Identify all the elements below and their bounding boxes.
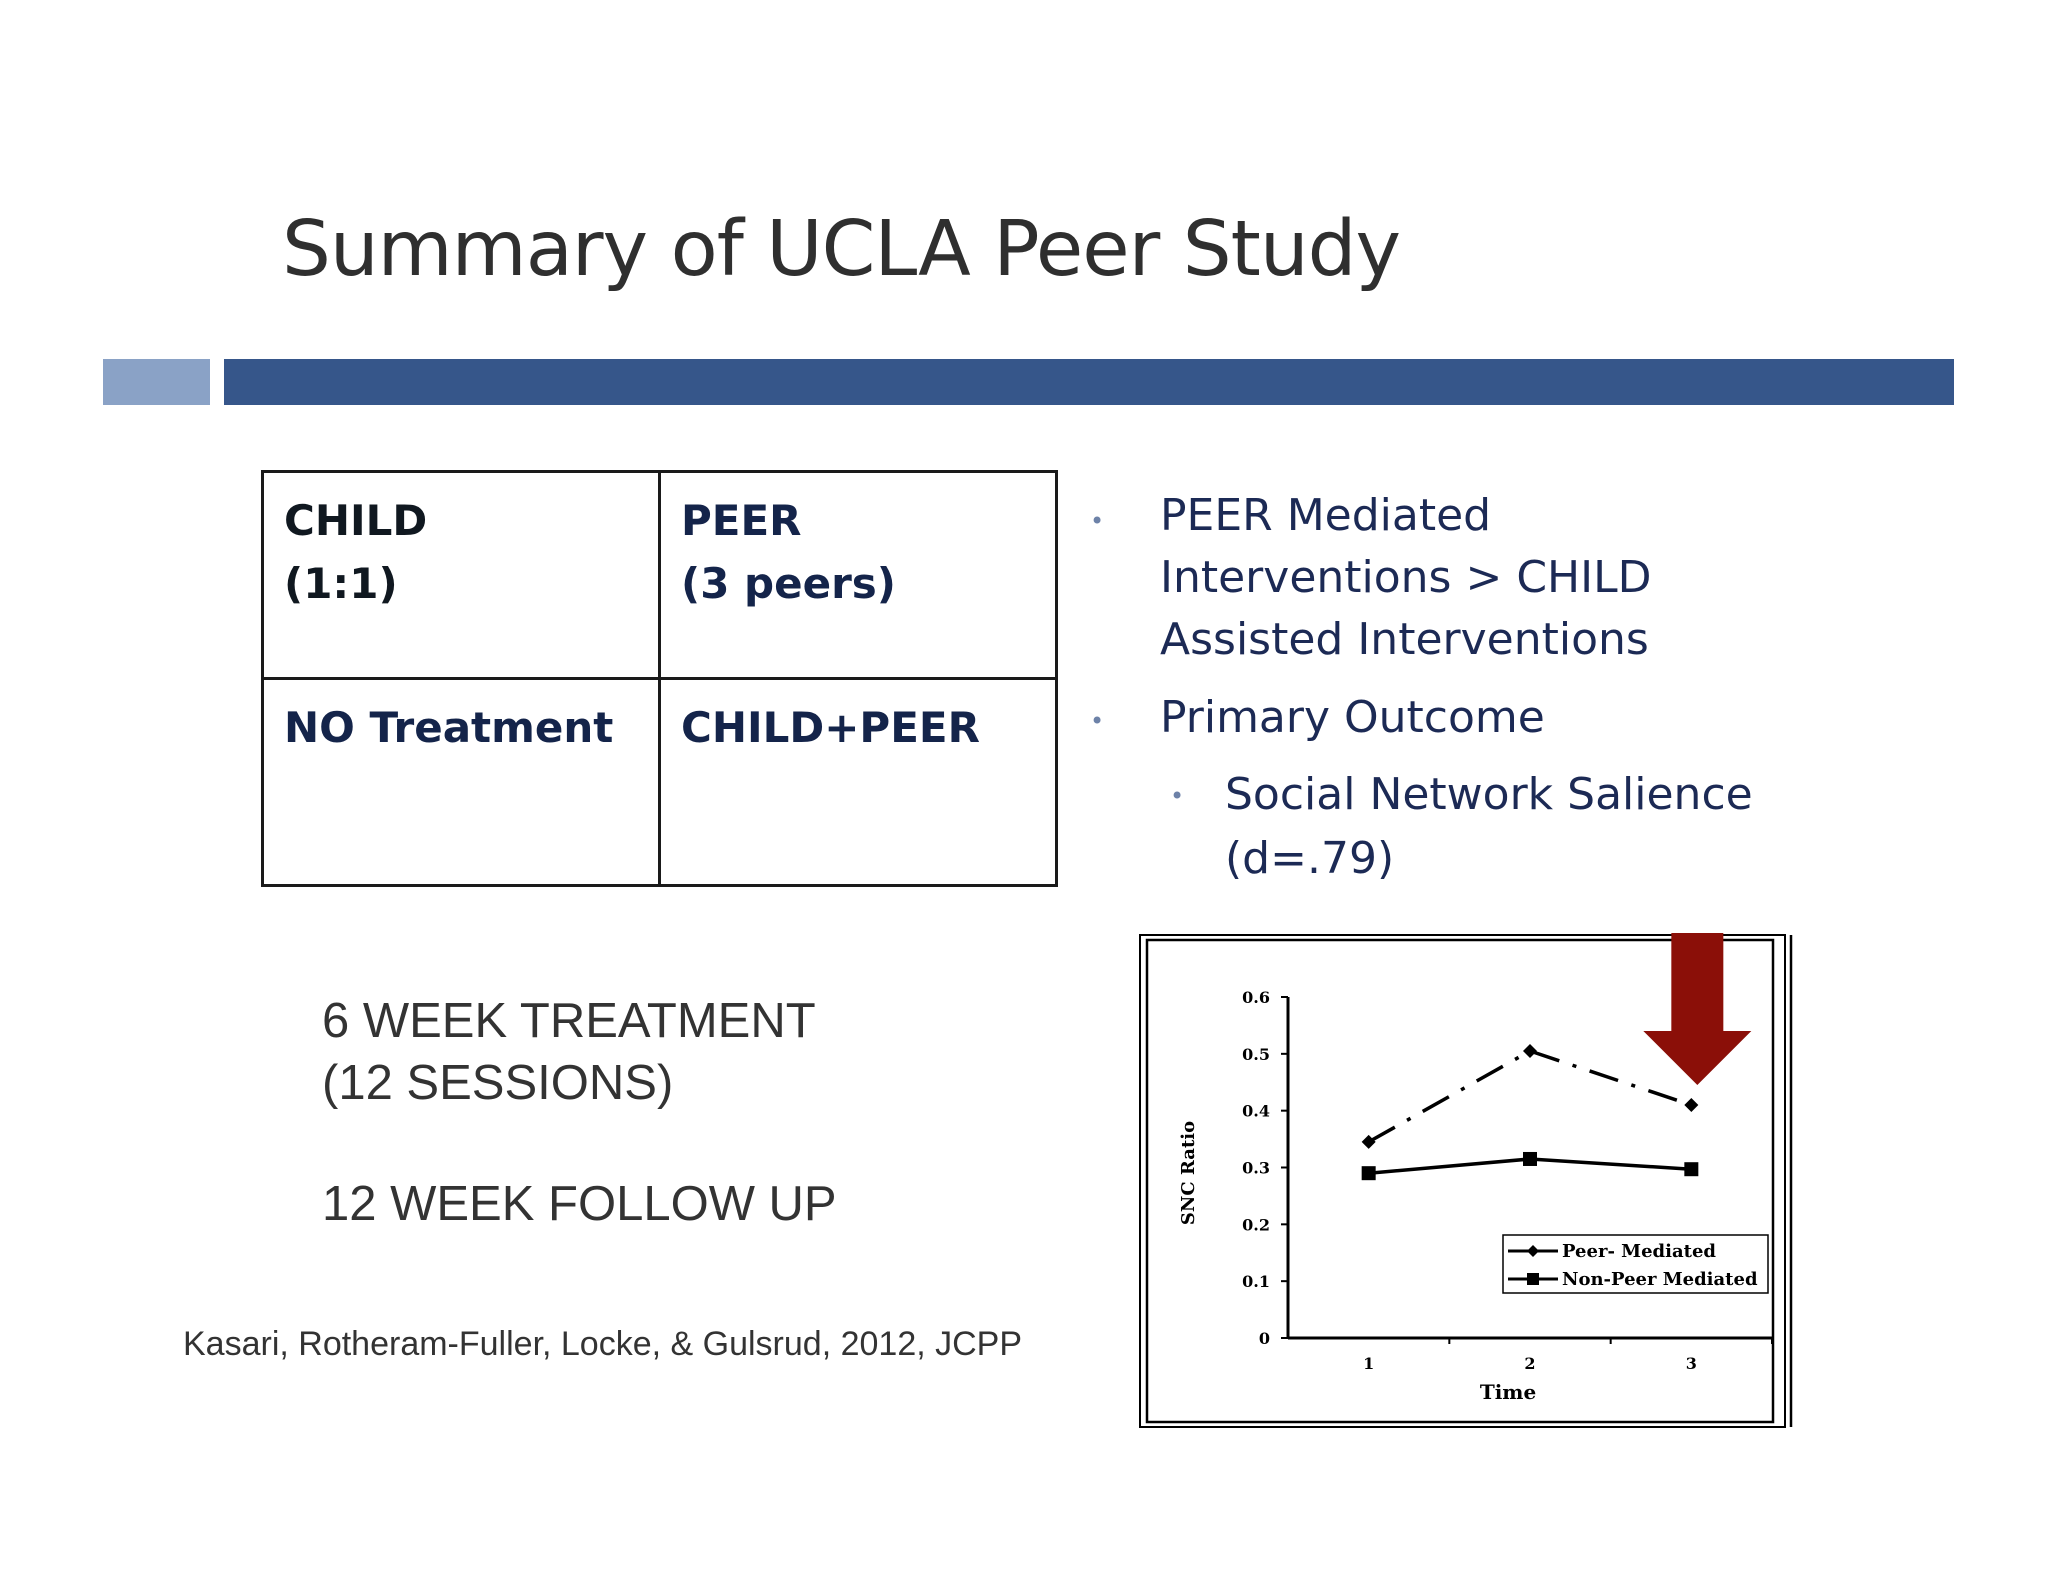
slide-title: Summary of UCLA Peer Study: [282, 205, 1401, 294]
bullet-icon: •: [1090, 707, 1105, 735]
y-tick-label: 0.6: [1242, 988, 1270, 1007]
x-tick-label: 1: [1363, 1354, 1374, 1373]
cell-child: CHILD (1:1): [261, 470, 661, 680]
cell-child-peer: CHILD+PEER: [658, 677, 1058, 887]
bullet-peer-mediated: PEER Mediated Interventions > CHILD Assi…: [1160, 490, 1652, 665]
x-tick-label: 3: [1686, 1354, 1697, 1373]
snc-ratio-chart: 0 0.1 0.2 0.3 0.4 0.5 0.6 1 2 3 Time SNC Ratio P…: [1138, 933, 1798, 1433]
chart-inner-frame: [1145, 938, 1775, 1424]
y-tick-label: 0.2: [1242, 1215, 1270, 1234]
y-tick-label: 0.4: [1242, 1102, 1270, 1121]
study-design-table: CHILD (1:1) PEER (3 peers) NO Treatment …: [261, 470, 1058, 887]
x-axis-title: Time: [1480, 1380, 1536, 1404]
legend-marker-non-peer: [1527, 1273, 1539, 1285]
bullet-icon: •: [1090, 507, 1105, 535]
cell-peer: PEER (3 peers): [658, 470, 1058, 680]
follow-up-duration: 12 WEEK FOLLOW UP: [322, 1177, 837, 1231]
data-point-non-peer-mediated: [1361, 1166, 1376, 1181]
chart-svg: 0 0.1 0.2 0.3 0.4 0.5 0.6 1 2 3 Time SNC Ratio P…: [1139, 933, 1793, 1428]
y-tick-label: 0.5: [1242, 1045, 1270, 1064]
data-point-non-peer-mediated: [1523, 1151, 1537, 1166]
y-tick-label: 0.3: [1242, 1159, 1270, 1178]
sub-bullet-social-network: Social Network Salience (d=.79): [1225, 769, 1753, 884]
table-row: NO Treatment CHILD+PEER: [261, 677, 1058, 887]
legend-label-non-peer: Non-Peer Mediated: [1562, 1269, 1758, 1290]
cell-no-treatment: NO Treatment: [261, 677, 661, 887]
title-underline-bar: [224, 359, 1954, 405]
y-tick-label: 0.1: [1242, 1272, 1270, 1291]
data-point-peer-mediated: [1684, 1097, 1699, 1112]
x-tick-label: 2: [1524, 1354, 1535, 1373]
highlight-arrow-icon: [1643, 933, 1752, 1085]
y-tick-label: 0: [1259, 1329, 1270, 1348]
data-point-non-peer-mediated: [1684, 1162, 1699, 1177]
citation: Kasari, Rotheram-Fuller, Locke, & Gulsru…: [183, 1325, 1023, 1363]
y-axis-title: SNC Ratio: [1178, 1121, 1199, 1225]
treatment-duration: 6 WEEK TREATMENT (12 SESSIONS): [322, 994, 816, 1110]
legend-marker-peer: [1527, 1245, 1539, 1257]
chart-outer-frame: [1139, 934, 1786, 1428]
table-row: CHILD (1:1) PEER (3 peers): [261, 470, 1058, 680]
legend-label-peer: Peer- Mediated: [1562, 1241, 1716, 1262]
data-point-peer-mediated: [1361, 1134, 1376, 1149]
sub-bullet-icon: •: [1170, 782, 1185, 810]
chart-legend: Peer- Mediated Non-Peer Mediated: [1502, 1234, 1769, 1294]
series-line-peer-mediated: [1367, 1049, 1692, 1144]
legend-box: [1502, 1234, 1769, 1294]
title-accent-block: [103, 359, 210, 405]
bullet-primary-outcome: Primary Outcome: [1160, 692, 1545, 743]
data-point-peer-mediated: [1523, 1043, 1537, 1058]
